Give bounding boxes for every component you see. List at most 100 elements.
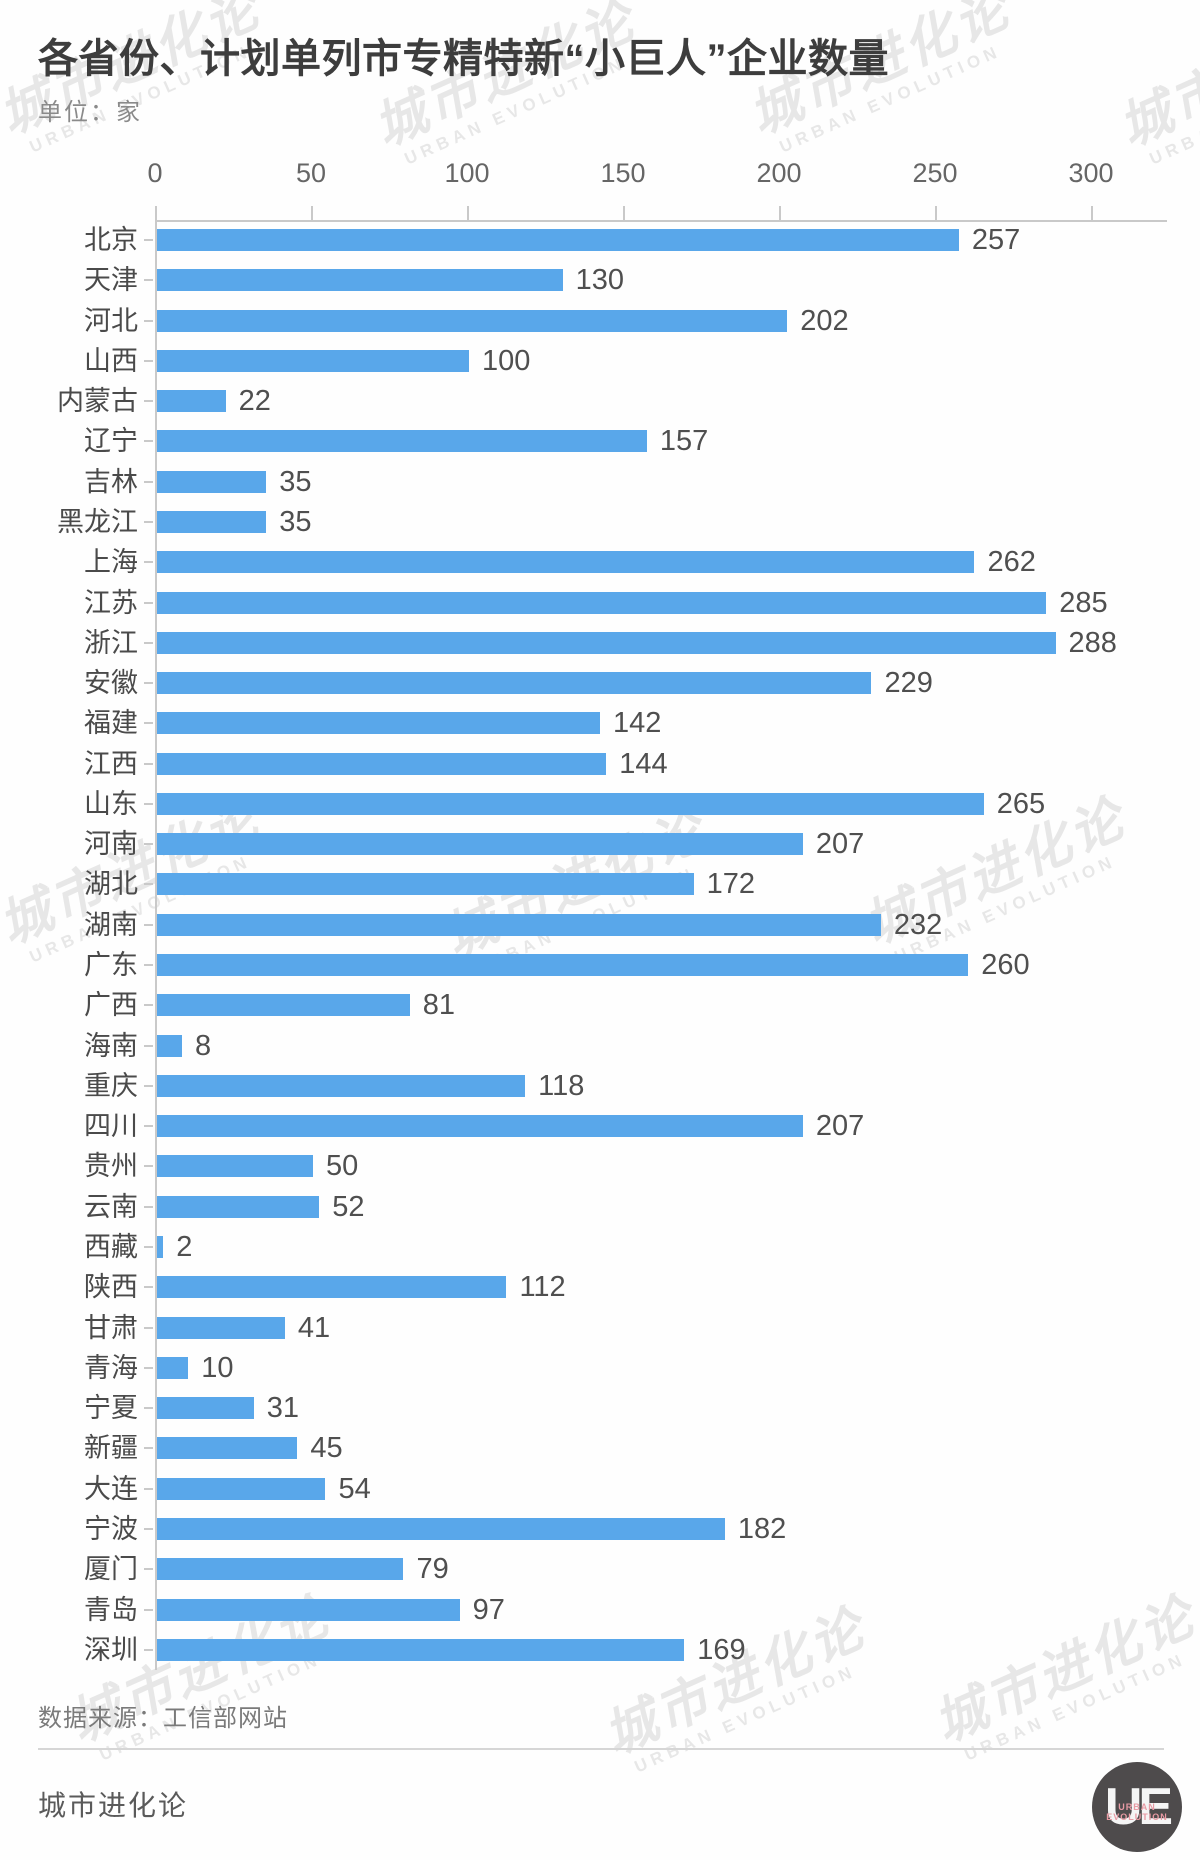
category-label: 辽宁 bbox=[84, 426, 138, 457]
bar bbox=[157, 712, 601, 735]
bar bbox=[157, 833, 803, 856]
bar-row: 江苏 285 bbox=[84, 583, 1108, 623]
value-label: 207 bbox=[815, 1110, 865, 1143]
bar bbox=[157, 913, 881, 936]
y-tick-mark bbox=[144, 1447, 153, 1450]
category-label: 河北 bbox=[84, 305, 138, 336]
category-label: 浙江 bbox=[84, 627, 138, 658]
y-tick-mark bbox=[144, 1125, 153, 1128]
bar bbox=[157, 1034, 182, 1057]
y-tick-mark bbox=[144, 1487, 153, 1490]
y-tick-mark bbox=[144, 964, 153, 967]
value-label: 45 bbox=[310, 1432, 343, 1465]
category-label: 福建 bbox=[84, 708, 138, 739]
x-tick-mark bbox=[935, 206, 937, 220]
bar bbox=[157, 631, 1056, 654]
category-label: 天津 bbox=[84, 265, 138, 296]
value-label: 182 bbox=[737, 1512, 787, 1545]
bar bbox=[157, 551, 975, 574]
brand-logo: UE URBAN EVOLUTION bbox=[1092, 1762, 1182, 1852]
category-label: 上海 bbox=[84, 547, 138, 578]
bar-row: 山西 100 bbox=[84, 341, 1091, 381]
y-tick-mark bbox=[144, 1165, 153, 1168]
value-label: 81 bbox=[422, 989, 455, 1022]
y-tick-mark bbox=[144, 923, 153, 926]
value-label: 79 bbox=[416, 1553, 449, 1586]
y-tick-mark bbox=[144, 1286, 153, 1289]
bar bbox=[157, 672, 872, 695]
category-label: 陕西 bbox=[84, 1272, 138, 1303]
bar-row: 甘肃 41 bbox=[84, 1308, 1091, 1348]
bar bbox=[157, 269, 563, 292]
bar bbox=[157, 792, 984, 815]
bar-row: 吉林 35 bbox=[84, 462, 1091, 502]
value-label: 257 bbox=[971, 224, 1021, 256]
y-tick-mark bbox=[144, 440, 153, 443]
value-label: 157 bbox=[659, 425, 709, 458]
category-label: 宁波 bbox=[84, 1513, 138, 1544]
category-label: 深圳 bbox=[84, 1634, 138, 1665]
y-tick-mark bbox=[144, 1044, 153, 1047]
bar bbox=[157, 1477, 326, 1500]
bar-row: 河北 202 bbox=[84, 301, 1091, 341]
x-tick-mark bbox=[155, 206, 157, 220]
bar-row: 重庆 118 bbox=[84, 1066, 1091, 1106]
y-tick-mark bbox=[144, 1366, 153, 1369]
y-tick-mark bbox=[144, 1608, 153, 1611]
bar bbox=[157, 1517, 725, 1540]
bar-row: 湖南 232 bbox=[84, 905, 1091, 945]
unit-label: 单位：家 bbox=[38, 99, 142, 126]
y-tick-mark bbox=[144, 843, 153, 846]
x-tick-label: 50 bbox=[295, 158, 327, 188]
y-tick-mark bbox=[144, 561, 153, 564]
category-label: 黑龙江 bbox=[57, 506, 138, 537]
x-tick-mark bbox=[623, 206, 625, 220]
bar-row: 浙江 288 bbox=[84, 623, 1117, 663]
bar bbox=[157, 470, 267, 493]
y-tick-mark bbox=[144, 520, 153, 523]
bar bbox=[157, 1074, 526, 1097]
bar-row: 宁波 182 bbox=[84, 1509, 1091, 1549]
bar-row: 厦门 79 bbox=[84, 1549, 1091, 1589]
category-label: 宁夏 bbox=[84, 1393, 138, 1424]
category-label: 广西 bbox=[84, 990, 138, 1021]
category-label: 新疆 bbox=[84, 1433, 138, 1464]
x-tick-mark bbox=[467, 206, 469, 220]
value-label: 35 bbox=[279, 505, 312, 538]
value-label: 52 bbox=[332, 1190, 365, 1223]
category-label: 厦门 bbox=[84, 1554, 138, 1585]
value-label: 142 bbox=[613, 707, 662, 740]
y-tick-mark bbox=[144, 641, 153, 644]
bar bbox=[157, 349, 469, 372]
category-label: 广东 bbox=[84, 950, 138, 981]
bar bbox=[157, 1356, 189, 1379]
value-label: 50 bbox=[326, 1150, 359, 1183]
category-label: 青岛 bbox=[84, 1594, 138, 1625]
x-tick-label: 150 bbox=[600, 158, 646, 188]
bar-row: 海南 8 bbox=[84, 1026, 1091, 1066]
y-tick-mark bbox=[144, 480, 153, 483]
y-tick-mark bbox=[144, 802, 153, 805]
category-label: 湖南 bbox=[84, 909, 138, 940]
category-label: 山西 bbox=[84, 345, 138, 376]
bar bbox=[157, 1397, 254, 1420]
value-label: 100 bbox=[482, 344, 531, 377]
footer-divider bbox=[38, 1748, 1164, 1750]
y-tick-mark bbox=[144, 239, 153, 241]
x-tick-mark bbox=[779, 206, 781, 220]
value-label: 172 bbox=[706, 868, 756, 901]
value-label: 54 bbox=[338, 1472, 371, 1505]
bar bbox=[157, 1638, 685, 1661]
bar bbox=[157, 873, 694, 896]
bar-row: 天津 130 bbox=[84, 260, 1091, 300]
bar bbox=[157, 1155, 313, 1178]
bar-row: 广西 81 bbox=[84, 985, 1091, 1025]
bar bbox=[157, 1195, 320, 1218]
y-tick-mark bbox=[144, 601, 153, 604]
value-label: 35 bbox=[279, 465, 312, 498]
x-tick-label: 200 bbox=[756, 158, 802, 188]
y-tick-mark bbox=[144, 1084, 153, 1087]
bar-row: 内蒙古 22 bbox=[57, 381, 1091, 421]
bar bbox=[157, 430, 647, 453]
bar-row: 湖北 172 bbox=[84, 864, 1091, 904]
